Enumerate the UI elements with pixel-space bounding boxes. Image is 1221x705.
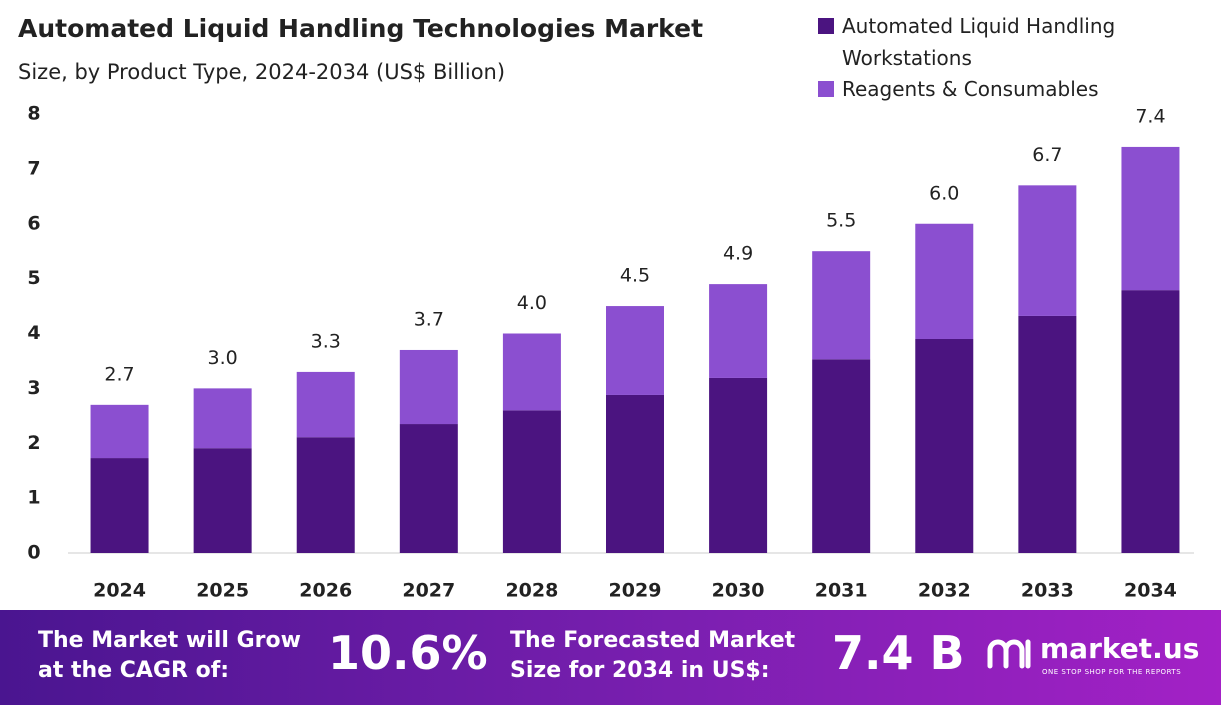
bar-segment [812, 251, 871, 360]
y-tick-label: 2 [27, 432, 40, 454]
total-label: 3.7 [414, 308, 444, 330]
cagr-text: The Market will Grow at the CAGR of: [38, 628, 301, 683]
x-tick-label: 2026 [299, 580, 352, 602]
total-label: 2.7 [104, 363, 134, 385]
legend-label: Reagents & Consumables [842, 77, 1099, 101]
x-tick-label: 2025 [196, 580, 249, 602]
brand-icon [987, 639, 1031, 669]
bar-segment [193, 388, 252, 449]
x-tick-label: 2024 [93, 580, 146, 602]
legend-label: Automated Liquid Handling Workstations [842, 14, 1116, 70]
bar-segment [709, 377, 768, 553]
total-label: 3.0 [208, 347, 238, 369]
legend-item: Reagents & Consumables [818, 73, 1158, 105]
x-tick-label: 2034 [1124, 580, 1177, 602]
bar-segment [502, 333, 561, 411]
footer-banner: The Market will Grow at the CAGR of: 10.… [0, 610, 1221, 705]
legend-swatch [818, 18, 834, 34]
bar-segment [296, 371, 355, 438]
forecast-value: 7.4 B [832, 626, 965, 680]
y-tick-label: 6 [27, 212, 40, 234]
chart-subtitle: Size, by Product Type, 2024-2034 (US$ Bi… [18, 60, 506, 84]
chart-title: Automated Liquid Handling Technologies M… [18, 14, 704, 43]
bar-segment [399, 424, 458, 553]
bar-segment [90, 458, 149, 553]
total-label: 7.4 [1135, 105, 1165, 127]
total-label: 6.7 [1032, 144, 1062, 166]
y-tick-label: 1 [27, 487, 40, 509]
legend-swatch [818, 81, 834, 97]
bar-segment [399, 349, 458, 425]
brand-name: market.us [1040, 632, 1200, 665]
forecast-text: The Forecasted Market Size for 2034 in U… [510, 628, 796, 683]
bar-segment [90, 404, 149, 459]
bar-segment [606, 306, 664, 395]
bar-segment [915, 338, 974, 553]
y-tick-label: 5 [27, 267, 40, 289]
x-tick-label: 2033 [1021, 580, 1074, 602]
total-label: 3.3 [311, 330, 341, 352]
x-tick-label: 2028 [505, 580, 558, 602]
y-tick-label: 4 [27, 322, 40, 344]
brand-tagline: ONE STOP SHOP FOR THE REPORTS [1042, 668, 1182, 676]
y-tick-label: 8 [27, 103, 40, 125]
y-tick-label: 0 [27, 542, 40, 564]
bar-segment [606, 394, 664, 553]
bar-segment [1121, 146, 1180, 291]
chart: 0 1 2 3 4 5 6 7 8 2.7 2024 3.0 2025 3.3 2026 3.7 2027 4.0… [27, 103, 1194, 602]
bar-segment [812, 359, 871, 553]
total-label: 5.5 [826, 210, 856, 232]
x-tick-label: 2032 [918, 580, 971, 602]
total-label: 4.0 [517, 292, 547, 314]
y-tick-label: 7 [27, 157, 40, 179]
cagr-value: 10.6% [328, 626, 488, 680]
bar-segment [502, 410, 561, 553]
total-label: 4.5 [620, 265, 650, 287]
total-label: 4.9 [723, 243, 753, 265]
y-tick-label: 3 [27, 377, 40, 399]
x-tick-label: 2027 [402, 580, 455, 602]
bar-segment [709, 284, 768, 378]
bar-segment [1018, 185, 1077, 316]
x-tick-label: 2031 [815, 580, 868, 602]
x-tick-label: 2029 [609, 580, 662, 602]
bar-segment [193, 448, 252, 553]
bar-segment [1018, 315, 1077, 553]
bar-segment [915, 223, 974, 339]
bar-segment [1121, 290, 1180, 553]
x-tick-label: 2030 [712, 580, 765, 602]
total-label: 6.0 [929, 182, 959, 204]
bar-segment [296, 437, 355, 553]
legend-item: Automated Liquid Handling Workstations [818, 10, 1158, 74]
